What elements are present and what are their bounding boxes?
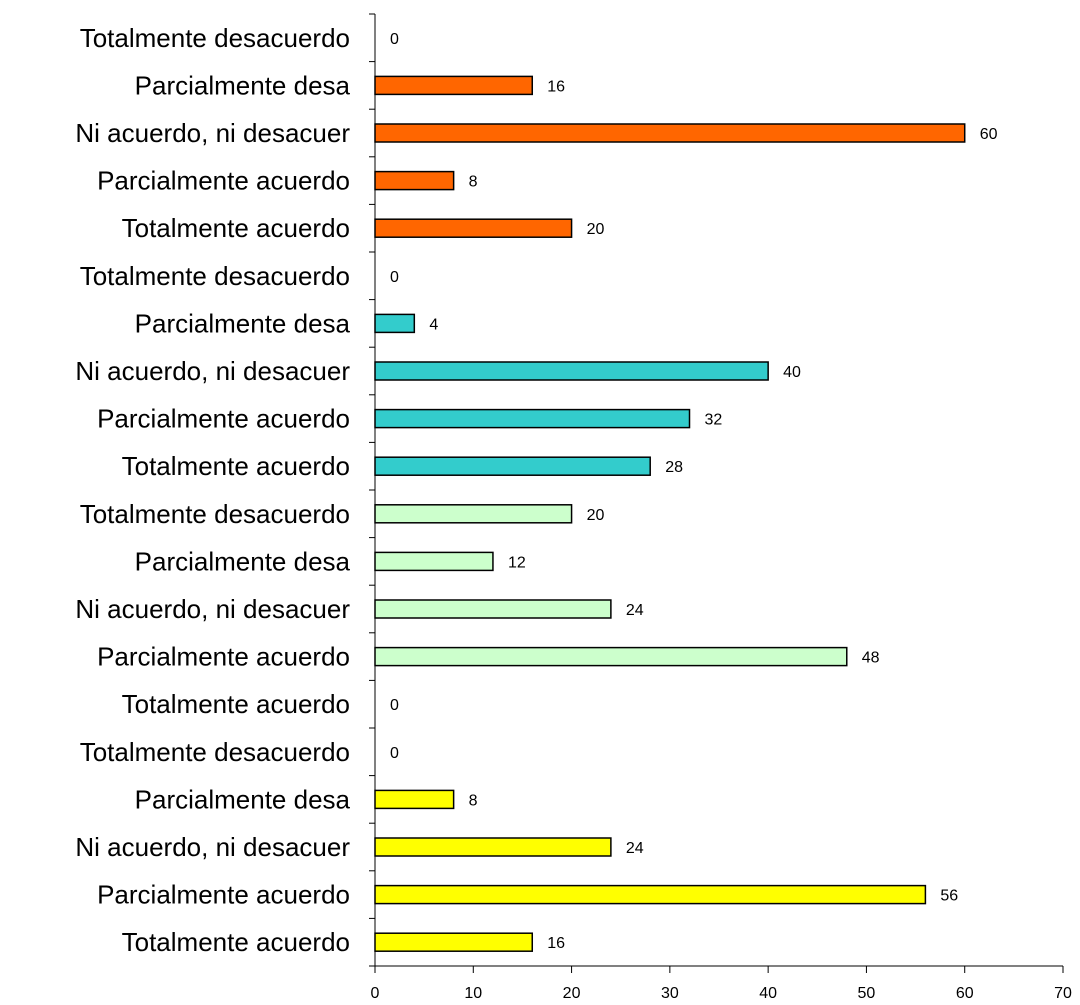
value-label: 20 bbox=[587, 507, 605, 524]
value-label: 0 bbox=[390, 269, 399, 286]
category-label: Totalmente acuerdo bbox=[122, 927, 350, 957]
bar bbox=[374, 504, 573, 524]
value-label: 0 bbox=[390, 697, 399, 714]
category-label: Totalmente acuerdo bbox=[122, 451, 350, 481]
bar bbox=[374, 551, 494, 572]
bar bbox=[374, 170, 455, 191]
x-tick-label: 70 bbox=[1054, 985, 1072, 1002]
category-label: Ni acuerdo, ni desacuer bbox=[75, 594, 350, 624]
category-label: Parcialmente acuerdo bbox=[97, 880, 350, 910]
category-label: Parcialmente desa bbox=[135, 784, 351, 814]
x-tick-label: 60 bbox=[956, 985, 974, 1002]
value-label: 40 bbox=[783, 364, 801, 381]
bar bbox=[374, 789, 455, 810]
bar bbox=[374, 646, 848, 667]
x-tick-label: 20 bbox=[563, 985, 581, 1002]
value-label: 20 bbox=[587, 221, 605, 238]
category-label: Parcialmente desa bbox=[135, 70, 351, 100]
bar bbox=[374, 408, 691, 429]
value-label: 32 bbox=[705, 412, 723, 429]
category-label: Totalmente acuerdo bbox=[122, 213, 350, 243]
value-label: 8 bbox=[469, 174, 478, 191]
bar bbox=[374, 313, 416, 334]
value-label: 12 bbox=[508, 554, 526, 571]
category-label: Parcialmente acuerdo bbox=[97, 404, 350, 434]
value-label: 16 bbox=[547, 78, 565, 95]
value-label: 8 bbox=[469, 792, 478, 809]
chart-bars bbox=[374, 75, 966, 952]
bar bbox=[374, 837, 612, 857]
x-tick-label: 0 bbox=[371, 985, 380, 1002]
value-label: 0 bbox=[390, 31, 399, 48]
category-label: Totalmente desacuerdo bbox=[80, 23, 350, 53]
chart-labels: Totalmente desacuerdo 0 Parcialmente desa 1… bbox=[75, 23, 997, 957]
bar bbox=[374, 75, 534, 96]
value-label: 16 bbox=[547, 935, 565, 952]
x-tick-label: 30 bbox=[661, 985, 679, 1002]
category-label: Totalmente acuerdo bbox=[122, 689, 350, 719]
value-label: 24 bbox=[626, 602, 644, 619]
x-tick-label: 40 bbox=[759, 985, 777, 1002]
category-label: Totalmente desacuerdo bbox=[80, 737, 350, 767]
category-label: Ni acuerdo, ni desacuer bbox=[75, 118, 350, 148]
value-label: 28 bbox=[665, 459, 683, 476]
category-label: Parcialmente desa bbox=[135, 546, 351, 576]
value-label: 48 bbox=[862, 650, 880, 667]
category-label: Ni acuerdo, ni desacuer bbox=[75, 356, 350, 386]
bar bbox=[374, 456, 651, 476]
bar bbox=[374, 932, 534, 952]
x-tick-label: 10 bbox=[464, 985, 482, 1002]
category-label: Parcialmente acuerdo bbox=[97, 642, 350, 672]
bar bbox=[374, 884, 927, 905]
category-label: Parcialmente acuerdo bbox=[97, 166, 350, 196]
category-label: Ni acuerdo, ni desacuer bbox=[75, 832, 350, 862]
value-label: 60 bbox=[980, 126, 998, 143]
category-label: Totalmente desacuerdo bbox=[80, 261, 350, 291]
category-label: Totalmente desacuerdo bbox=[80, 499, 350, 529]
value-label: 4 bbox=[429, 316, 438, 333]
value-label: 56 bbox=[940, 888, 958, 905]
bar bbox=[374, 361, 769, 381]
bar bbox=[374, 123, 966, 143]
category-label: Parcialmente desa bbox=[135, 308, 351, 338]
x-tick-label: 50 bbox=[858, 985, 876, 1002]
bar bbox=[374, 599, 612, 619]
bar bbox=[374, 218, 573, 238]
value-label: 0 bbox=[390, 745, 399, 762]
value-label: 24 bbox=[626, 840, 644, 857]
